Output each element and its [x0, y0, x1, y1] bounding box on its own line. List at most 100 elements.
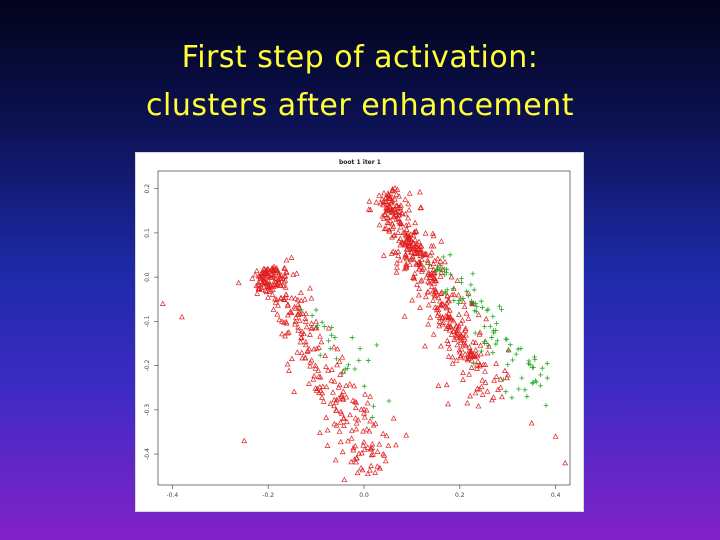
data-point-triangle	[449, 291, 455, 298]
data-point-triangle	[302, 355, 309, 361]
data-point-triangle	[353, 420, 360, 426]
data-point-triangle	[445, 340, 452, 346]
data-point-plus	[478, 298, 484, 304]
data-point-plus	[326, 338, 331, 344]
data-point-triangle	[292, 318, 299, 325]
data-point-triangle	[271, 278, 278, 284]
data-point-triangle	[317, 374, 324, 380]
data-point-plus	[460, 296, 466, 301]
data-point-triangle	[381, 225, 388, 232]
data-point-triangle	[278, 275, 284, 281]
data-point-triangle	[376, 221, 383, 228]
data-point-triangle	[392, 184, 398, 191]
data-point-triangle	[491, 377, 498, 383]
data-point-triangle	[351, 398, 358, 404]
data-point-triangle	[303, 310, 309, 316]
data-point-triangle	[482, 379, 489, 385]
data-point-triangle	[272, 299, 279, 305]
data-point-plus	[369, 415, 375, 420]
data-point-triangle	[401, 313, 408, 319]
data-point-plus	[529, 380, 535, 386]
data-point-triangle	[397, 235, 404, 241]
data-point-triangle	[390, 248, 397, 254]
data-point-plus	[491, 330, 497, 336]
data-point-triangle	[431, 280, 438, 286]
data-point-plus	[538, 383, 543, 389]
data-point-plus	[374, 342, 380, 348]
data-point-triangle	[255, 279, 262, 286]
data-point-triangle	[456, 311, 462, 317]
data-point-triangle	[440, 301, 446, 307]
data-point-triangle	[392, 249, 399, 255]
data-point-triangle	[411, 275, 418, 282]
data-point-triangle	[282, 284, 289, 290]
data-point-triangle	[415, 292, 422, 298]
data-point-plus	[339, 370, 345, 376]
data-points	[159, 184, 569, 483]
data-point-triangle	[394, 186, 401, 192]
data-point-triangle	[443, 325, 450, 331]
data-point-triangle	[270, 306, 277, 312]
data-point-triangle	[286, 329, 292, 335]
data-point-triangle	[264, 273, 271, 279]
data-point-triangle	[257, 273, 264, 279]
data-point-triangle	[408, 249, 415, 255]
data-point-triangle	[411, 228, 418, 235]
data-point-triangle	[410, 256, 417, 263]
data-point-triangle	[397, 257, 403, 263]
data-point-triangle	[356, 450, 362, 456]
data-point-triangle	[310, 376, 317, 382]
data-point-triangle	[265, 284, 272, 290]
data-point-triangle	[467, 347, 474, 354]
data-point-triangle	[307, 331, 313, 337]
data-point-triangle	[376, 465, 383, 471]
y-tick-label: 0.0	[144, 272, 151, 282]
data-point-triangle	[428, 249, 435, 255]
data-point-triangle	[418, 204, 425, 210]
data-point-plus	[458, 280, 464, 285]
data-point-triangle	[274, 311, 281, 317]
data-point-triangle	[432, 286, 439, 292]
data-point-triangle	[475, 311, 482, 318]
data-point-plus	[459, 276, 464, 281]
data-point-triangle	[276, 316, 283, 323]
data-point-plus	[371, 403, 376, 409]
data-point-triangle	[275, 279, 281, 285]
data-point-triangle	[284, 330, 291, 336]
data-point-plus	[365, 358, 371, 363]
data-point-triangle	[393, 269, 400, 275]
data-point-triangle	[402, 254, 408, 260]
data-point-triangle	[403, 255, 410, 262]
data-point-triangle	[403, 261, 410, 267]
data-point-triangle	[562, 459, 569, 466]
data-point-triangle	[259, 270, 266, 276]
data-point-triangle	[433, 289, 440, 295]
data-point-triangle	[254, 290, 261, 296]
data-point-triangle	[315, 344, 322, 350]
data-point-triangle	[274, 267, 281, 273]
data-point-triangle	[366, 467, 373, 473]
data-point-plus	[499, 307, 504, 313]
data-point-triangle	[407, 256, 414, 263]
data-point-triangle	[443, 305, 450, 311]
data-point-triangle	[331, 378, 338, 384]
title-line-1: First step of activation:	[181, 40, 539, 75]
y-tick-label: -0.3	[144, 404, 151, 416]
data-point-triangle	[448, 331, 455, 337]
data-point-plus	[518, 346, 524, 351]
data-point-triangle	[290, 271, 297, 277]
data-point-triangle	[345, 437, 351, 444]
data-point-triangle	[430, 260, 437, 267]
data-point-triangle	[339, 448, 346, 455]
data-point-triangle	[445, 321, 452, 327]
data-point-triangle	[278, 272, 285, 278]
data-point-triangle	[405, 246, 412, 252]
data-point-triangle	[484, 350, 491, 356]
data-point-triangle	[339, 395, 346, 402]
data-point-triangle	[450, 317, 457, 324]
data-point-triangle	[385, 214, 392, 221]
data-point-triangle	[330, 389, 336, 395]
data-point-triangle	[380, 215, 387, 221]
data-point-triangle	[425, 278, 431, 285]
y-tick-label: 0.1	[144, 228, 151, 238]
